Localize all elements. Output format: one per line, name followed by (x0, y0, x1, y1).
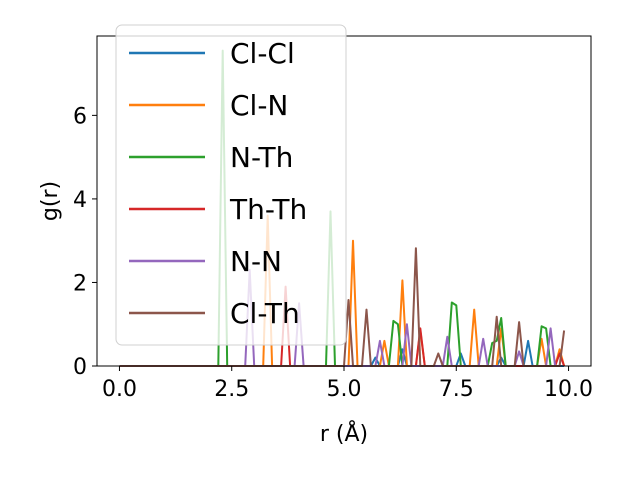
legend-label-n-th: N-Th (230, 141, 293, 174)
y-tick-label: 6 (73, 104, 87, 129)
y-tick-label: 4 (73, 188, 87, 213)
legend-label-cl-n: Cl-N (230, 89, 288, 122)
x-tick-label: 10.0 (544, 377, 593, 402)
legend-label-cl-cl: Cl-Cl (230, 37, 295, 70)
x-tick-label: 0.0 (102, 377, 137, 402)
x-tick-label: 7.5 (439, 377, 474, 402)
y-tick-label: 0 (73, 355, 87, 380)
y-axis: 0 2 4 6 (73, 104, 97, 380)
x-axis-label: r (Å) (320, 420, 368, 447)
x-tick-label: 2.5 (214, 377, 249, 402)
legend: Cl-Cl Cl-N N-Th Th-Th N-N Cl-Th (115, 24, 347, 346)
y-axis-label: g(r) (38, 181, 63, 221)
x-axis: 0.0 2.5 5.0 7.5 10.0 (102, 366, 593, 402)
legend-label-n-n: N-N (230, 245, 282, 278)
x-tick-label: 5.0 (327, 377, 362, 402)
y-tick-label: 2 (73, 271, 87, 296)
legend-label-cl-th: Cl-Th (230, 297, 300, 330)
legend-label-th-th: Th-Th (229, 193, 307, 226)
